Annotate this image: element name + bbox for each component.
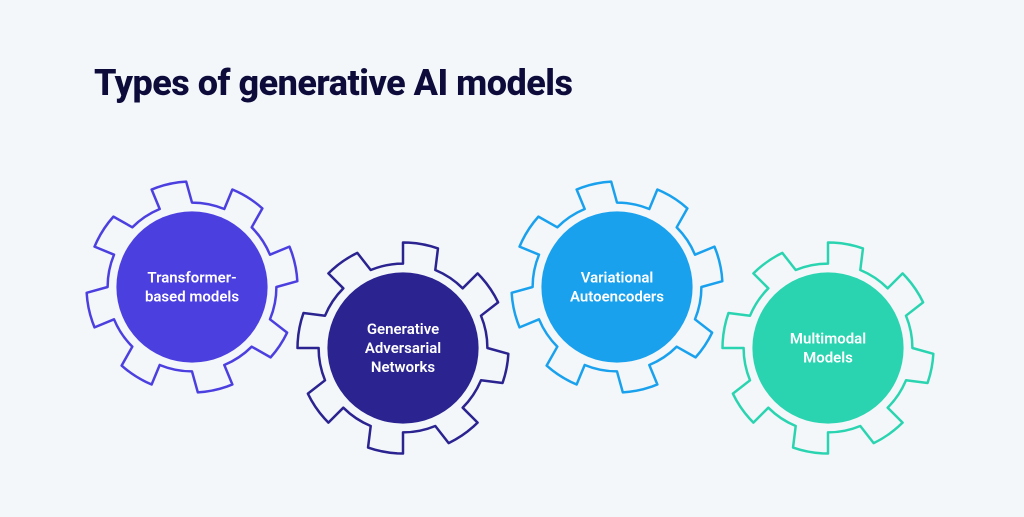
gear-vae: VariationalAutoencoders bbox=[509, 179, 725, 395]
gear-icon bbox=[509, 179, 725, 395]
gear-transformer: Transformer-based models bbox=[84, 179, 300, 395]
gear-gan: GenerativeAdversarialNetworks bbox=[295, 240, 511, 456]
gear-multimodal: MultimodalModels bbox=[720, 240, 936, 456]
gear-icon bbox=[295, 240, 511, 456]
page-title: Types of generative AI models bbox=[94, 62, 573, 104]
gear-icon bbox=[84, 179, 300, 395]
gear-icon bbox=[720, 240, 936, 456]
infographic-page: Types of generative AI models Transforme… bbox=[0, 0, 1024, 517]
